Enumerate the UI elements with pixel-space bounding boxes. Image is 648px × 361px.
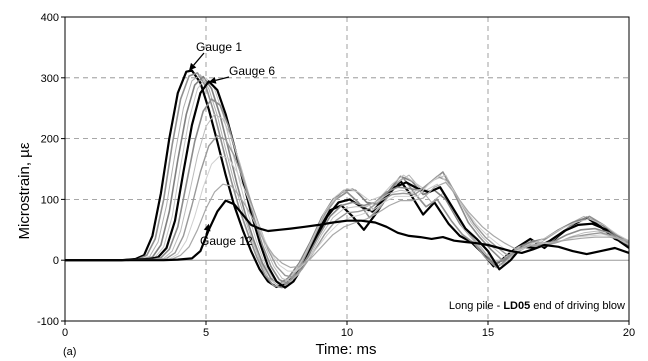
series-layer xyxy=(65,69,630,289)
series-line-8 xyxy=(65,113,630,282)
info-box-text-after: end of driving blow xyxy=(530,300,625,312)
annotation-arrowhead xyxy=(203,223,211,232)
annotation-label: Gauge 1 xyxy=(196,40,242,54)
x-tick-label: 5 xyxy=(203,327,209,339)
series-line-4 xyxy=(65,75,630,285)
annotation-arrowhead xyxy=(208,76,217,84)
x-tick-label: 20 xyxy=(623,327,635,339)
annotations: Gauge 1 Gauge 6 Gauge 12 xyxy=(189,40,275,248)
series-line-11 xyxy=(65,181,630,269)
y-axis-title: Microstrain, µε xyxy=(16,142,33,239)
series-line-5 xyxy=(65,77,630,284)
panel-label: (a) xyxy=(63,346,76,358)
info-box-text-before: Long pile - xyxy=(449,300,503,312)
series-line-12 xyxy=(65,199,630,262)
y-tick-label: -100 xyxy=(37,316,59,328)
y-tick-label: 400 xyxy=(41,12,59,24)
series-line-3 xyxy=(65,74,630,285)
x-tick-label: 10 xyxy=(341,327,353,339)
axes xyxy=(61,16,630,325)
series-line-7 xyxy=(65,98,630,285)
annotation-label: Gauge 12 xyxy=(200,234,253,248)
annotation-arrowhead xyxy=(189,62,197,71)
grid xyxy=(65,17,629,321)
y-tick-label: 100 xyxy=(41,194,59,206)
info-box-text-bold: LD05 xyxy=(503,300,530,312)
annotation-arrow xyxy=(193,52,205,66)
annotation-arrow xyxy=(215,76,230,81)
annotation-arrow xyxy=(205,230,208,236)
x-axis-title: Time: ms xyxy=(315,341,376,358)
y-tick-label: 0 xyxy=(53,255,59,267)
y-tick-label: 200 xyxy=(41,134,59,146)
x-tick-label: 0 xyxy=(62,327,68,339)
annotation-label: Gauge 6 xyxy=(229,64,275,78)
y-tick-label: 300 xyxy=(41,73,59,85)
info-box-text: Long pile - LD05 end of driving blow xyxy=(449,300,625,312)
x-tick-label: 15 xyxy=(482,327,494,339)
